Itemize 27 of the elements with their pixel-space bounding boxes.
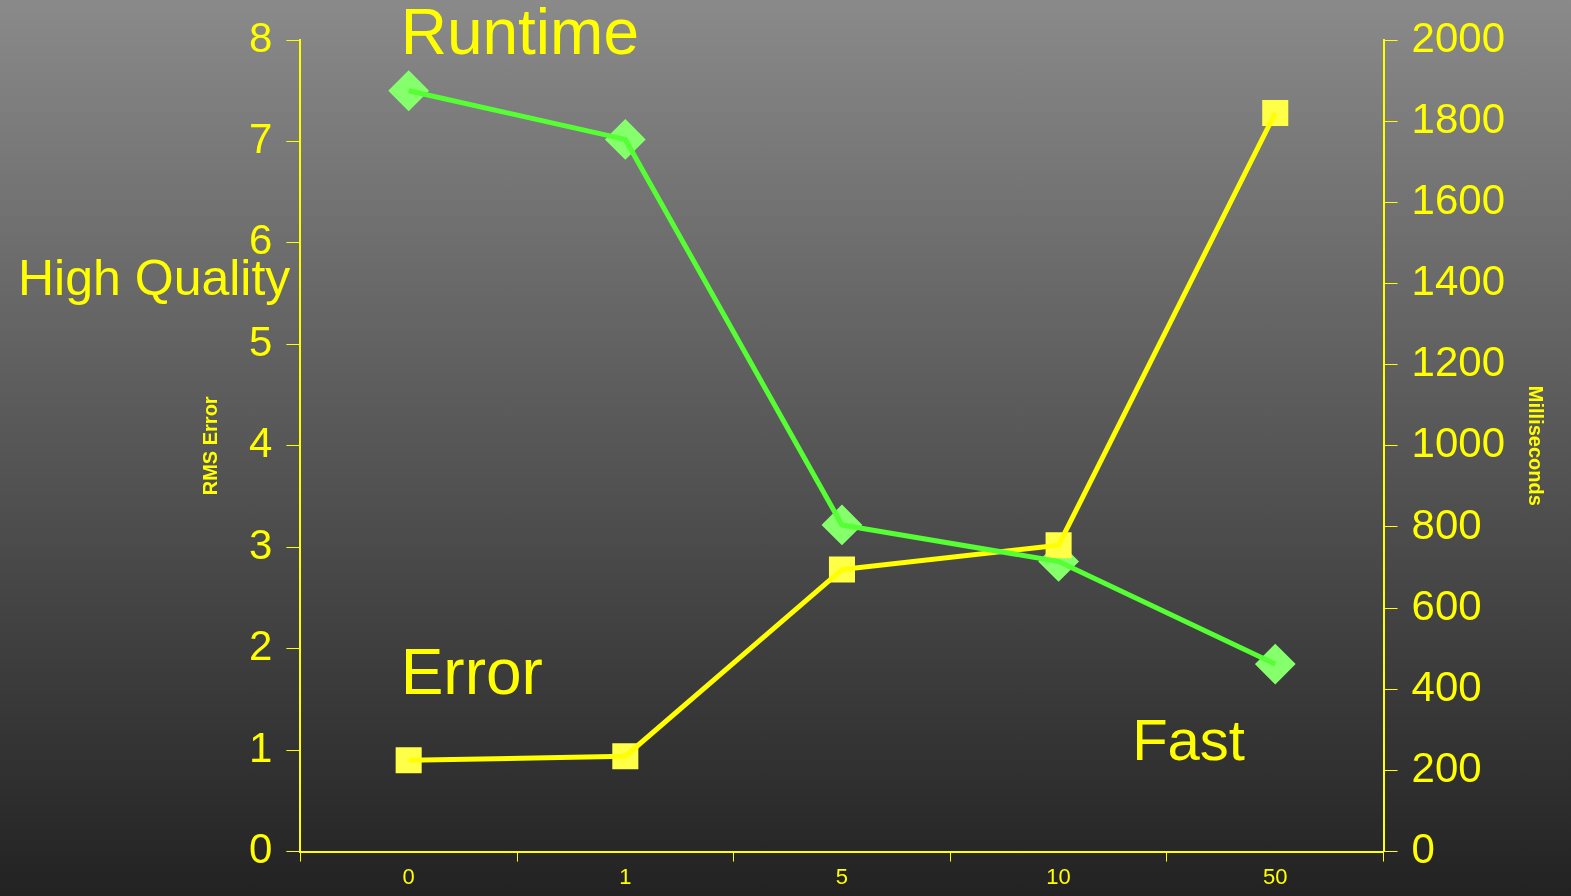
y-tick-label: 3 bbox=[249, 520, 273, 568]
x-tick-label: 5 bbox=[835, 863, 849, 889]
y2-axis-title: Milliseconds bbox=[1525, 385, 1548, 506]
y-tick-label: 7 bbox=[249, 115, 273, 163]
y2-tick-label: 1800 bbox=[1411, 94, 1505, 142]
x-tick-label: 50 bbox=[1263, 863, 1288, 889]
x-tick-label: 1 bbox=[619, 863, 632, 889]
y2-tick-label: 400 bbox=[1411, 662, 1482, 710]
y-tick-label: 2 bbox=[249, 622, 273, 670]
y-tick-label: 8 bbox=[249, 13, 273, 61]
y2-tick-label: 1600 bbox=[1411, 175, 1505, 223]
y2-tick-label: 1200 bbox=[1411, 338, 1505, 386]
y2-tick-label: 2000 bbox=[1411, 13, 1505, 61]
annotation: Fast bbox=[1132, 706, 1245, 772]
x-tick-label: 10 bbox=[1046, 863, 1071, 889]
y-axis-title: RMS Error bbox=[198, 396, 221, 496]
y2-tick-label: 200 bbox=[1411, 744, 1482, 792]
y2-tick-label: 800 bbox=[1411, 500, 1482, 548]
y-tick-label: 4 bbox=[249, 419, 273, 467]
y-tick-label: 1 bbox=[249, 723, 273, 771]
series-label: Runtime bbox=[400, 0, 639, 68]
x-tick-label: 0 bbox=[402, 863, 415, 889]
y2-tick-label: 1400 bbox=[1411, 257, 1505, 305]
series-label: Error bbox=[400, 635, 543, 708]
y2-tick-label: 600 bbox=[1411, 581, 1482, 629]
y-tick-label: 5 bbox=[249, 317, 273, 365]
y2-tick-label: 1000 bbox=[1411, 419, 1505, 467]
